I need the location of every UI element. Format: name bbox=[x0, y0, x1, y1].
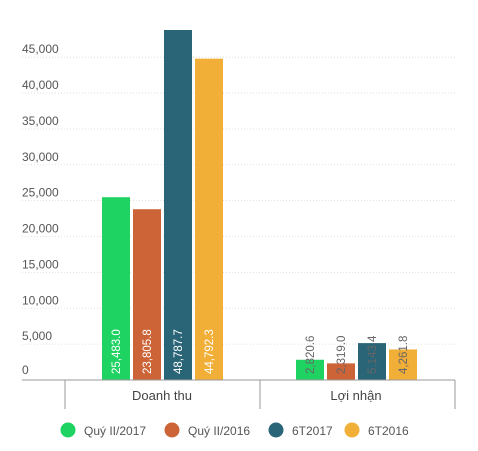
data-label: 2,820.6 bbox=[305, 336, 317, 374]
data-label: 44,792.3 bbox=[204, 329, 216, 374]
data-label: 2,319.0 bbox=[336, 336, 348, 374]
legend-marker bbox=[60, 422, 76, 438]
data-label: 5,143.4 bbox=[367, 335, 379, 374]
x-category-label: Doanh thu bbox=[132, 388, 192, 403]
data-label: 48,787.7 bbox=[173, 329, 185, 374]
bar bbox=[164, 30, 192, 380]
bar bbox=[133, 209, 161, 380]
bar bbox=[358, 343, 386, 380]
data-label: 23,805.8 bbox=[142, 329, 154, 374]
bar bbox=[296, 359, 324, 380]
legend-label: Quý II/2016 bbox=[188, 424, 250, 438]
x-axis: Doanh thu Lợi nhận bbox=[22, 379, 456, 409]
grid-lines bbox=[22, 56, 455, 345]
y-tick-label: 35,000 bbox=[22, 114, 59, 128]
y-axis: 0 5,000 10,000 15,000 20,000 25,000 30,000 35,0… bbox=[22, 42, 59, 377]
legend: Quý II/2017 Quý II/2016 6T2017 6T2016 bbox=[60, 422, 409, 438]
legend-label: 6T2017 bbox=[292, 424, 333, 438]
legend-label: 6T2016 bbox=[368, 424, 409, 438]
y-tick-label: 5,000 bbox=[22, 329, 52, 343]
data-label: 4,261.8 bbox=[398, 336, 410, 374]
bar bbox=[102, 197, 130, 380]
bars: 25,483.0 23,805.8 48,787.7 44,792.3 2,820.6 2… bbox=[102, 30, 417, 381]
y-tick-label: 0 bbox=[22, 363, 29, 377]
data-label: 25,483.0 bbox=[111, 329, 123, 374]
legend-label: Quý II/2017 bbox=[84, 424, 146, 438]
bar bbox=[389, 349, 417, 380]
x-category-label: Lợi nhận bbox=[330, 388, 381, 403]
bar bbox=[327, 363, 355, 380]
y-tick-label: 45,000 bbox=[22, 42, 59, 56]
legend-marker bbox=[344, 422, 360, 438]
y-tick-label: 40,000 bbox=[22, 78, 59, 92]
y-tick-label: 20,000 bbox=[22, 222, 59, 236]
y-tick-label: 15,000 bbox=[22, 257, 59, 271]
legend-marker bbox=[164, 422, 180, 438]
bar bbox=[195, 58, 223, 381]
y-tick-label: 10,000 bbox=[22, 293, 59, 307]
legend-marker bbox=[268, 422, 284, 438]
y-tick-label: 25,000 bbox=[22, 186, 59, 200]
y-tick-label: 30,000 bbox=[22, 150, 59, 164]
